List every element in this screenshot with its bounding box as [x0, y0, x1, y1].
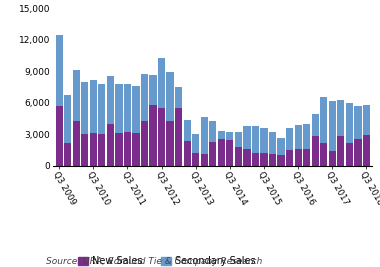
Bar: [98, 134, 106, 166]
Bar: [73, 70, 80, 121]
Bar: [294, 125, 302, 149]
Bar: [166, 121, 174, 166]
Bar: [269, 154, 276, 166]
Bar: [337, 136, 344, 166]
Bar: [141, 121, 148, 166]
Bar: [346, 143, 353, 166]
Bar: [363, 135, 370, 166]
Bar: [312, 136, 319, 166]
Bar: [312, 114, 319, 136]
Bar: [141, 74, 148, 121]
Bar: [277, 155, 285, 166]
Bar: [149, 105, 157, 166]
Bar: [260, 128, 268, 153]
Bar: [260, 153, 268, 166]
Bar: [158, 58, 165, 108]
Bar: [286, 150, 293, 166]
Bar: [201, 117, 208, 154]
Bar: [132, 133, 139, 166]
Bar: [277, 138, 285, 155]
Bar: [115, 84, 122, 133]
Bar: [149, 75, 157, 105]
Bar: [209, 142, 217, 166]
Bar: [286, 128, 293, 150]
Bar: [363, 105, 370, 135]
Bar: [64, 143, 71, 166]
Bar: [132, 86, 139, 133]
Bar: [192, 134, 200, 153]
Bar: [218, 131, 225, 139]
Bar: [124, 132, 131, 166]
Bar: [303, 124, 310, 149]
Bar: [55, 106, 63, 166]
Bar: [166, 72, 174, 121]
Legend: New Sales, Secondary Sales: New Sales, Secondary Sales: [74, 252, 260, 267]
Bar: [226, 140, 233, 166]
Bar: [243, 126, 250, 149]
Bar: [64, 95, 71, 143]
Bar: [252, 153, 259, 166]
Bar: [226, 132, 233, 140]
Bar: [90, 133, 97, 166]
Bar: [124, 84, 131, 132]
Bar: [184, 142, 191, 166]
Text: Source: URA, Edmund Tie & Company Research: Source: URA, Edmund Tie & Company Resear…: [46, 257, 262, 266]
Bar: [209, 121, 217, 142]
Bar: [320, 97, 328, 143]
Bar: [115, 133, 122, 166]
Bar: [107, 76, 114, 124]
Bar: [90, 80, 97, 133]
Bar: [329, 151, 336, 166]
Bar: [252, 126, 259, 153]
Bar: [81, 81, 89, 134]
Bar: [337, 100, 344, 136]
Bar: [303, 149, 310, 166]
Bar: [55, 35, 63, 106]
Bar: [81, 134, 89, 166]
Bar: [320, 143, 328, 166]
Bar: [354, 106, 361, 139]
Bar: [354, 139, 361, 166]
Bar: [243, 149, 250, 166]
Bar: [235, 147, 242, 166]
Bar: [294, 149, 302, 166]
Bar: [218, 139, 225, 166]
Bar: [329, 101, 336, 151]
Bar: [98, 84, 106, 134]
Bar: [192, 153, 200, 166]
Bar: [184, 120, 191, 142]
Bar: [107, 124, 114, 166]
Bar: [73, 121, 80, 166]
Bar: [269, 132, 276, 154]
Bar: [235, 132, 242, 147]
Bar: [346, 103, 353, 143]
Bar: [175, 87, 182, 108]
Bar: [175, 108, 182, 166]
Bar: [201, 154, 208, 166]
Bar: [158, 108, 165, 166]
